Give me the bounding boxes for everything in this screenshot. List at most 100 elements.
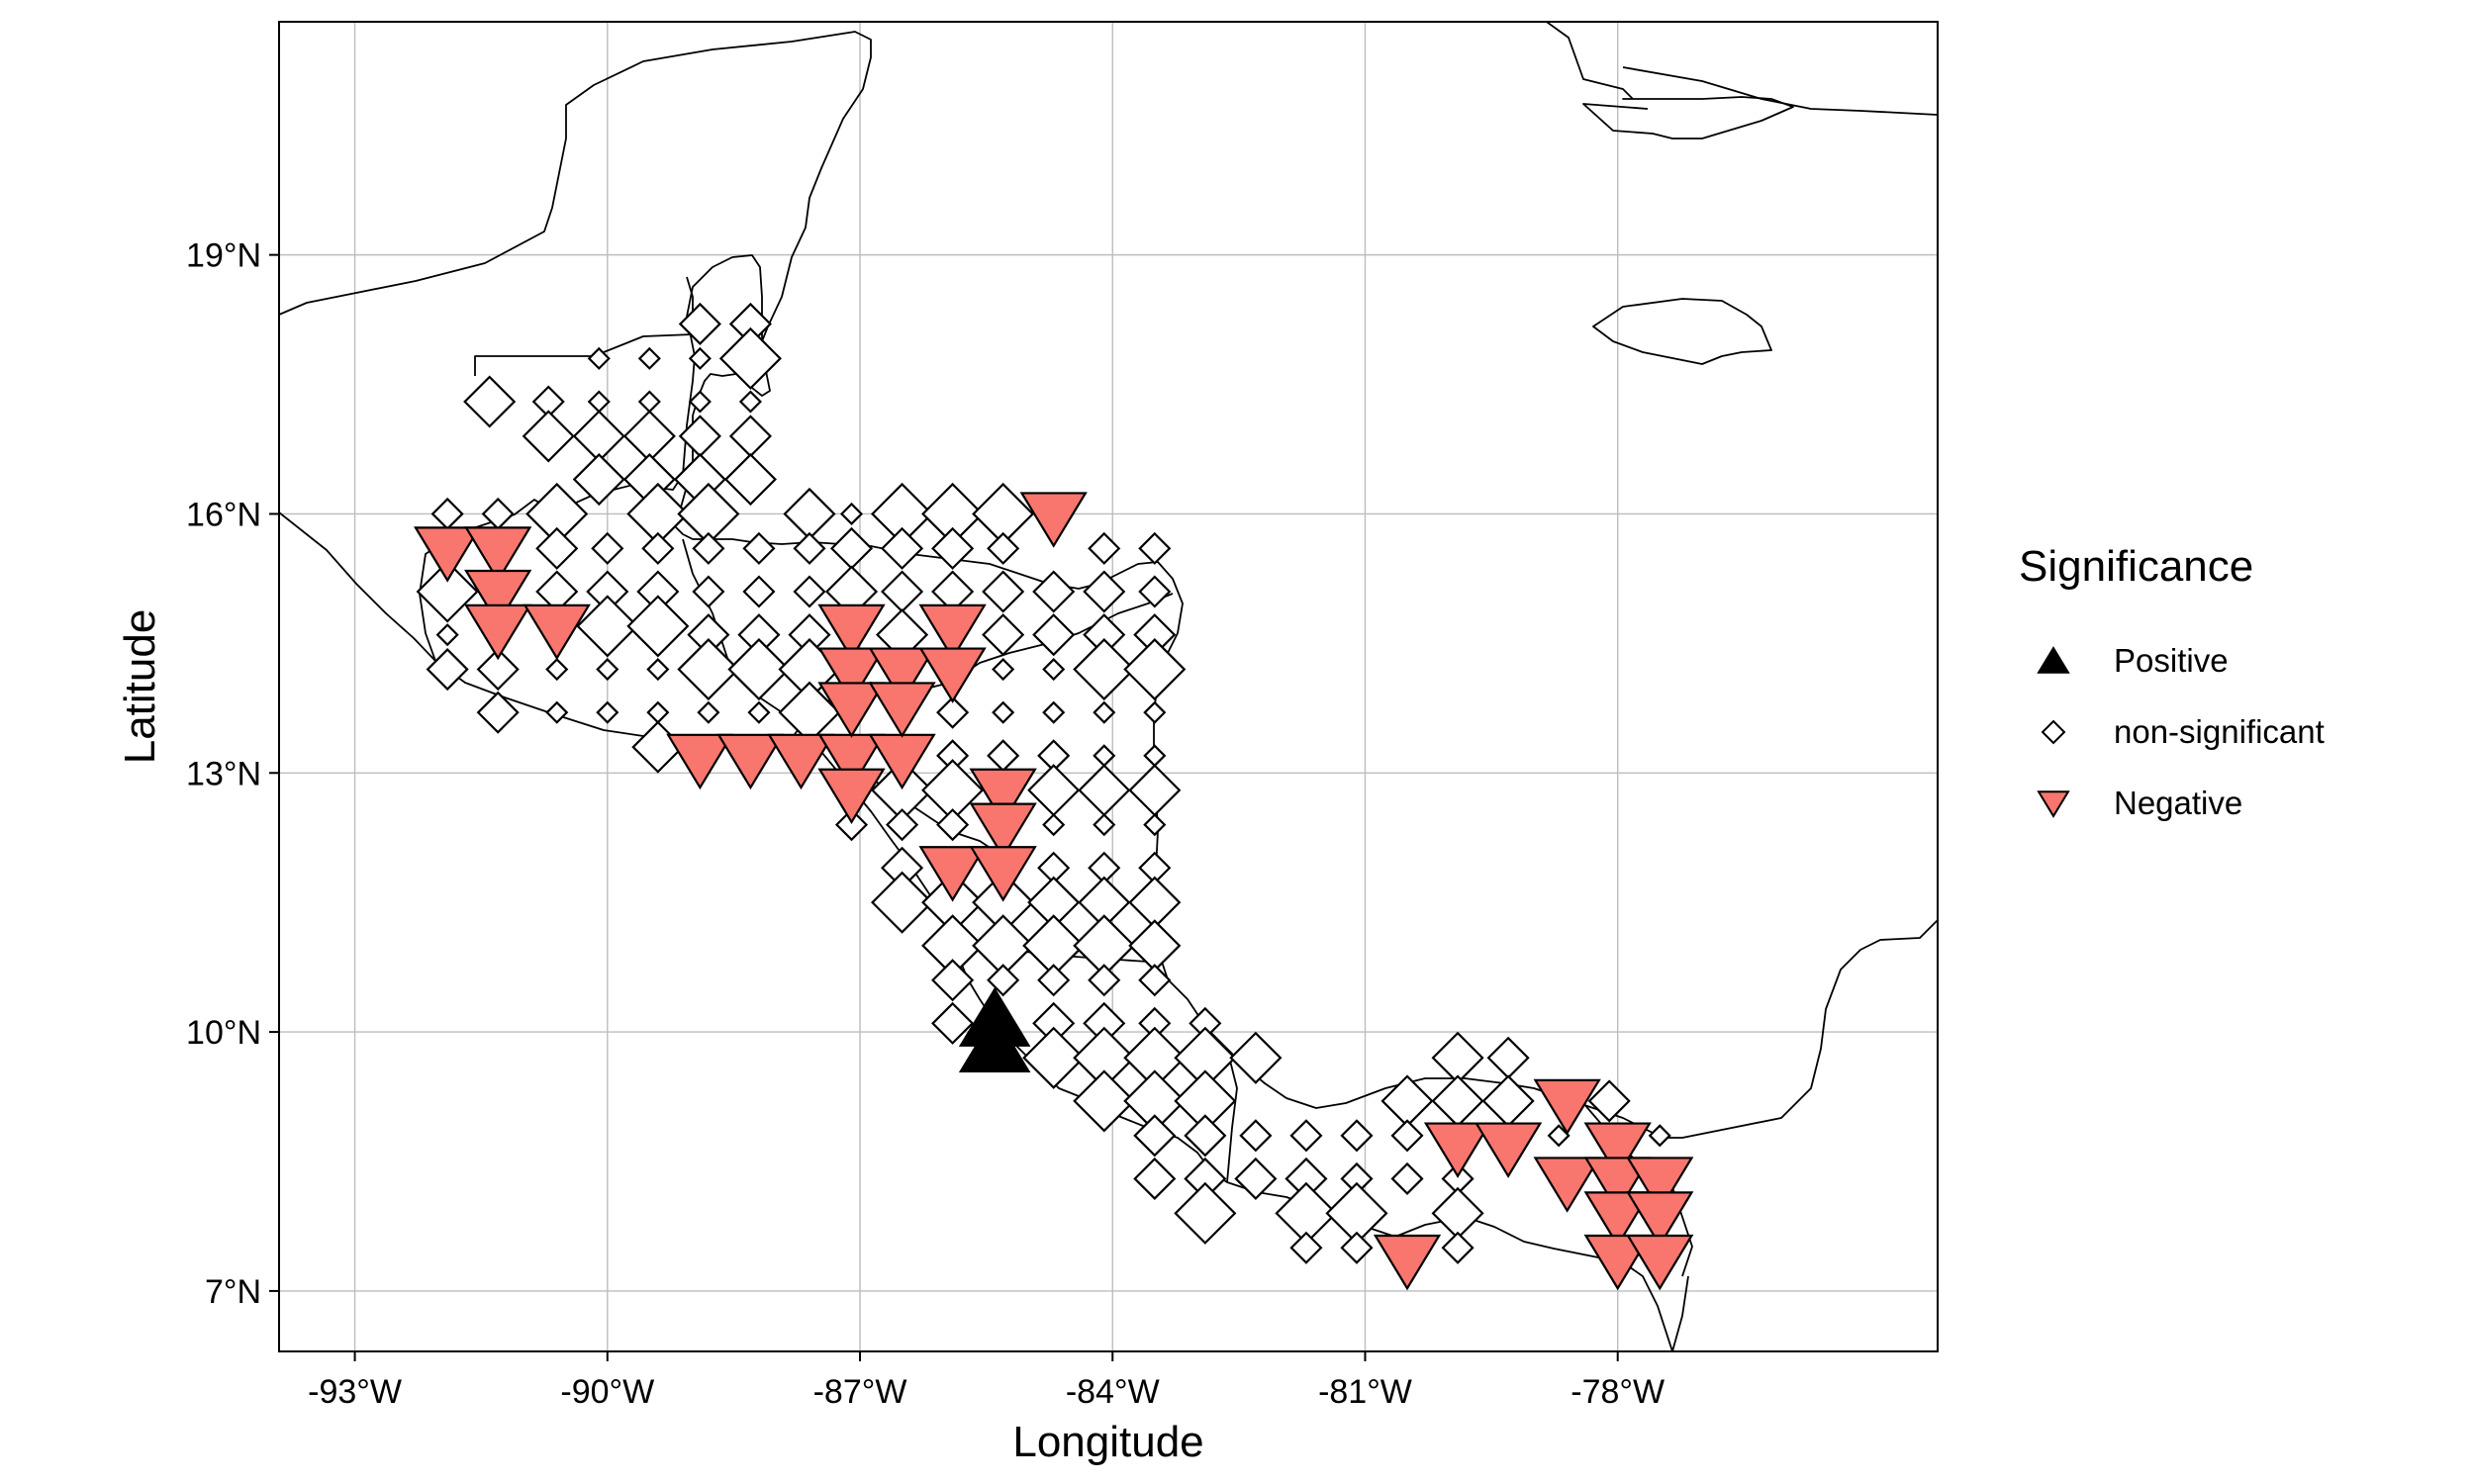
marker-non-significant <box>1032 613 1076 657</box>
marker-non-significant <box>1073 637 1136 701</box>
marker-non-significant <box>545 700 569 724</box>
marker-negative <box>1423 1122 1492 1178</box>
marker-non-significant <box>723 452 777 507</box>
marker-negative <box>716 733 785 790</box>
marker-negative <box>767 733 835 790</box>
marker-negative <box>1626 1191 1694 1248</box>
y-tick-label: 16°N <box>186 496 261 533</box>
marker-negative <box>868 682 936 738</box>
marker-non-significant <box>1088 964 1121 997</box>
marker-non-significant <box>881 526 924 570</box>
legend-item-positive: Positive <box>2019 625 2434 696</box>
marker-non-significant <box>747 700 771 724</box>
marker-non-significant <box>1234 1157 1278 1201</box>
axis-ticks: -93°W -90°W -87°W -84°W -81°W -78°W 7°N 10°N 13°… <box>186 237 1665 1411</box>
marker-negative <box>666 733 734 790</box>
marker-non-significant <box>1032 570 1076 613</box>
marker-non-significant <box>1042 700 1066 724</box>
marker-negative <box>1583 1234 1652 1291</box>
marker-non-significant <box>587 346 611 370</box>
marker-non-significant <box>646 657 670 682</box>
marker-non-significant <box>591 531 624 565</box>
marker-negative <box>817 647 886 703</box>
site-markers <box>414 302 1694 1291</box>
marker-non-significant <box>476 691 520 734</box>
marker-negative <box>817 768 886 825</box>
coastline-cuba <box>1479 22 1794 139</box>
marker-non-significant <box>1088 531 1121 565</box>
marker-non-significant <box>1022 1026 1086 1089</box>
coastline-jamaica <box>1592 298 1772 365</box>
marker-non-significant <box>1289 1231 1323 1264</box>
marker-non-significant <box>688 346 712 370</box>
marker-non-significant <box>1547 1124 1570 1148</box>
marker-negative <box>1533 1078 1601 1136</box>
marker-non-significant <box>1340 1231 1374 1264</box>
marker-positive <box>958 1013 1031 1073</box>
marker-negative <box>918 647 987 703</box>
marker-non-significant <box>1289 1119 1323 1153</box>
marker-negative <box>1474 1122 1543 1178</box>
border-panama <box>1226 1048 1238 1183</box>
marker-non-significant <box>535 526 579 570</box>
marker-non-significant <box>1143 700 1167 724</box>
marker-negative <box>1583 1157 1652 1213</box>
marker-non-significant <box>931 1001 975 1045</box>
marker-negative <box>464 569 532 626</box>
marker-negative <box>969 802 1037 859</box>
marker-negative <box>1626 1234 1694 1291</box>
legend-key-triangle-up-icon <box>2019 636 2088 686</box>
marker-non-significant <box>416 560 479 623</box>
marker-non-significant <box>1648 1124 1671 1148</box>
x-tick-label: -87°W <box>813 1373 907 1411</box>
marker-non-significant <box>992 657 1015 682</box>
marker-non-significant <box>738 390 762 414</box>
marker-non-significant <box>742 575 776 608</box>
marker-negative <box>817 603 886 661</box>
x-axis-title: Longitude <box>1012 1418 1203 1466</box>
marker-non-significant <box>936 808 970 842</box>
marker-negative <box>464 526 532 583</box>
marker-non-significant <box>1174 1181 1237 1245</box>
legend-label: Positive <box>2114 642 2229 679</box>
marker-negative <box>868 647 936 703</box>
marker-negative <box>1626 1157 1694 1213</box>
marker-non-significant <box>1133 1157 1177 1201</box>
marker-non-significant <box>697 700 720 724</box>
coastline-south-america <box>1671 1275 1689 1351</box>
legend: Significance Positive non-significant Nega… <box>2019 542 2434 839</box>
marker-non-significant <box>463 375 517 428</box>
marker-non-significant <box>1073 1069 1136 1133</box>
marker-non-significant <box>1093 813 1116 837</box>
marker-non-significant <box>1123 637 1187 701</box>
marker-non-significant <box>641 531 675 565</box>
legend-key-triangle-down-icon <box>2019 779 2088 828</box>
marker-non-significant <box>677 637 740 701</box>
legend-key-diamond-open-icon <box>2019 707 2088 757</box>
marker-negative <box>414 526 482 583</box>
legend-label: Negative <box>2114 785 2243 821</box>
marker-non-significant <box>1042 813 1066 837</box>
marker-non-significant <box>1143 813 1167 837</box>
marker-non-significant <box>522 410 575 463</box>
y-axis-title: Latitude <box>116 609 164 765</box>
marker-non-significant <box>1083 570 1126 613</box>
marker-non-significant <box>476 647 520 692</box>
marker-non-significant <box>596 657 619 682</box>
marker-non-significant <box>545 657 569 682</box>
marker-negative <box>1583 1191 1652 1248</box>
x-tick-label: -90°W <box>560 1373 654 1411</box>
legend-item-negative: Negative <box>2019 768 2434 839</box>
marker-non-significant <box>637 346 661 370</box>
coastline-cuba-east <box>1622 66 1938 116</box>
marker-non-significant <box>931 959 975 1002</box>
marker-negative <box>1583 1122 1652 1178</box>
marker-non-significant <box>1042 657 1066 682</box>
marker-non-significant <box>1390 1161 1424 1196</box>
marker-negative <box>969 768 1037 825</box>
marker-non-significant <box>936 696 970 729</box>
marker-non-significant <box>1340 1119 1374 1153</box>
legend-item-non-significant: non-significant <box>2019 696 2434 768</box>
marker-non-significant <box>692 531 725 565</box>
coastline-pacific-mexico <box>279 511 436 662</box>
